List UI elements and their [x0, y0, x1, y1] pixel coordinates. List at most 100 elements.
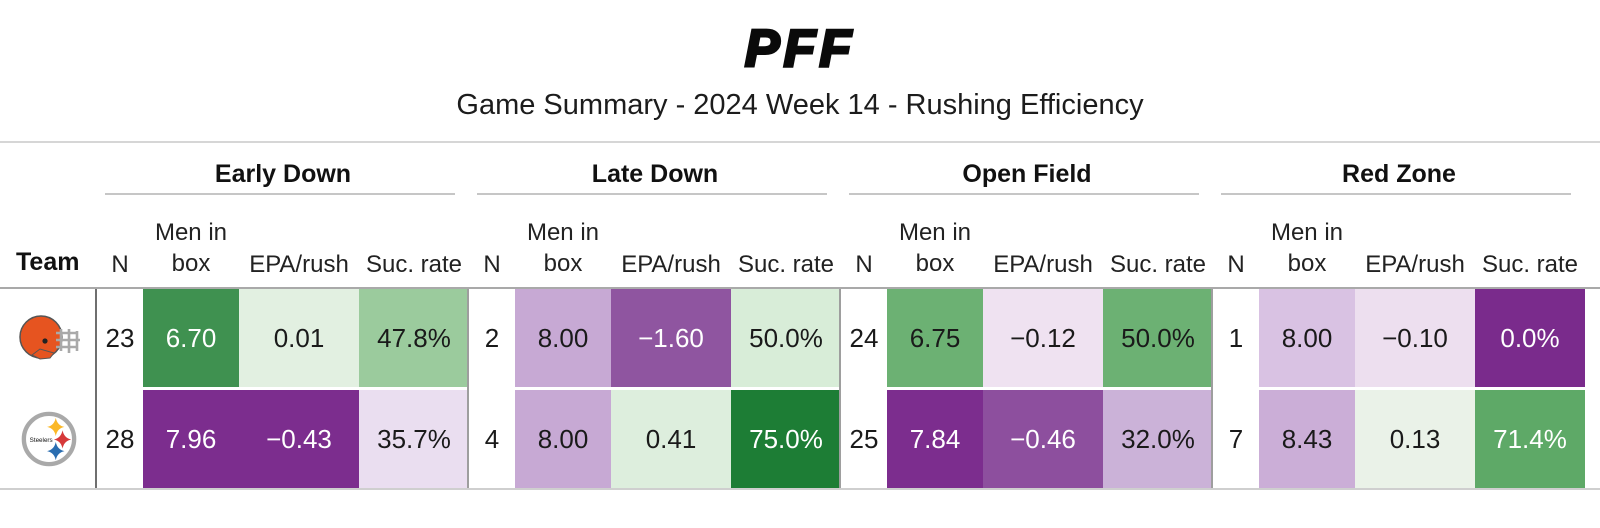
row-group-late-down: 2 8.00 −1.60 50.0% [469, 289, 841, 387]
top-divider [0, 141, 1600, 143]
cell-epa-rush: −0.12 [983, 289, 1103, 387]
group-header-red-zone: Red Zone N Men in box EPA/rush Suc. rate [1213, 143, 1585, 287]
cell-suc-rate: 50.0% [1103, 289, 1213, 387]
table-header: Team Early Down N Men in box EPA/rush Su… [0, 143, 1600, 287]
col-header-men-in-box: Men in box [1259, 217, 1355, 279]
col-header-n: N [483, 251, 501, 278]
cell-n: 1 [1213, 289, 1259, 387]
team-column-header: Team [16, 248, 80, 276]
cell-suc-rate: 71.4% [1475, 390, 1585, 488]
team-cell: Steelers [0, 390, 97, 488]
group-divider [467, 289, 469, 488]
team-cell [0, 289, 97, 387]
cell-men-in-box: 6.75 [887, 289, 983, 387]
men-in-box-line2: box [171, 250, 211, 277]
group-header-open-field: Open Field N Men in box EPA/rush Suc. ra… [841, 143, 1213, 287]
group-header-late-down: Late Down N Men in box EPA/rush Suc. rat… [469, 143, 841, 287]
cell-epa-rush: 0.41 [611, 390, 731, 488]
cell-men-in-box: 6.70 [143, 289, 239, 387]
men-in-box-line2: box [915, 250, 955, 277]
svg-text:Steelers: Steelers [29, 437, 52, 444]
group-underline [849, 193, 1199, 195]
cell-n: 7 [1213, 390, 1259, 488]
group-header-early-down: Early Down N Men in box EPA/rush Suc. ra… [97, 143, 469, 287]
cell-men-in-box: 8.43 [1259, 390, 1355, 488]
row-group-late-down: 4 8.00 0.41 75.0% [469, 390, 841, 488]
col-header-epa: EPA/rush [621, 251, 721, 278]
cell-suc-rate: 0.0% [1475, 289, 1585, 387]
col-header-n: N [1227, 251, 1245, 278]
steelers-logo-icon: Steelers [21, 411, 76, 467]
group-divider [839, 289, 841, 488]
cell-n: 4 [469, 390, 515, 488]
row-group-red-zone: 1 8.00 −0.10 0.0% [1213, 289, 1585, 387]
cell-suc-rate: 32.0% [1103, 390, 1213, 488]
cell-n: 23 [97, 289, 143, 387]
sub-headers: N Men in box EPA/rush Suc. rate [1213, 195, 1585, 287]
cell-n: 28 [97, 390, 143, 488]
sub-headers: N Men in box EPA/rush Suc. rate [469, 195, 841, 287]
table-row-browns: 23 6.70 0.01 47.8% 2 8.00 −1.60 50.0% 24… [0, 289, 1585, 387]
cell-n: 24 [841, 289, 887, 387]
cell-epa-rush: −0.46 [983, 390, 1103, 488]
group-title: Open Field [962, 160, 1092, 188]
cell-epa-rush: 0.13 [1355, 390, 1475, 488]
cell-suc-rate: 35.7% [359, 390, 469, 488]
col-header-epa: EPA/rush [1365, 251, 1465, 278]
group-underline [477, 193, 827, 195]
group-underline [1221, 193, 1571, 195]
cell-epa-rush: 0.01 [239, 289, 359, 387]
row-group-early-down: 28 7.96 −0.43 35.7% [97, 390, 469, 488]
cell-epa-rush: −1.60 [611, 289, 731, 387]
col-header-suc: Suc. rate [737, 251, 835, 278]
cell-suc-rate: 75.0% [731, 390, 841, 488]
col-header-epa: EPA/rush [249, 251, 349, 278]
col-header-men-in-box: Men in box [515, 217, 611, 279]
row-group-red-zone: 7 8.43 0.13 71.4% [1213, 390, 1585, 488]
cell-n: 25 [841, 390, 887, 488]
row-group-open-field: 25 7.84 −0.46 32.0% [841, 390, 1213, 488]
sub-headers: N Men in box EPA/rush Suc. rate [97, 195, 469, 287]
cell-men-in-box: 7.96 [143, 390, 239, 488]
group-underline [105, 193, 455, 195]
cell-men-in-box: 8.00 [1259, 289, 1355, 387]
col-header-n: N [111, 251, 129, 278]
col-header-suc: Suc. rate [365, 251, 463, 278]
col-header-n: N [855, 251, 873, 278]
men-in-box-line1: Men in [1270, 219, 1344, 246]
cell-n: 2 [469, 289, 515, 387]
row-group-open-field: 24 6.75 −0.12 50.0% [841, 289, 1213, 387]
cell-epa-rush: −0.43 [239, 390, 359, 488]
table-row-steelers: Steelers 28 7.96 −0.43 35.7% 4 8.00 0.41… [0, 390, 1585, 488]
table-body: 23 6.70 0.01 47.8% 2 8.00 −1.60 50.0% 24… [0, 287, 1600, 490]
cell-suc-rate: 50.0% [731, 289, 841, 387]
cell-men-in-box: 8.00 [515, 289, 611, 387]
group-title: Red Zone [1342, 160, 1456, 188]
cell-men-in-box: 8.00 [515, 390, 611, 488]
cell-men-in-box: 7.84 [887, 390, 983, 488]
group-title: Late Down [591, 160, 719, 188]
men-in-box-line1: Men in [526, 219, 600, 246]
pff-logo-icon: PFF [743, 19, 855, 80]
men-in-box-line1: Men in [898, 219, 972, 246]
col-header-suc: Suc. rate [1109, 251, 1207, 278]
men-in-box-line2: box [543, 250, 583, 277]
page-title: Game Summary - 2024 Week 14 - Rushing Ef… [456, 89, 1144, 121]
col-header-epa: EPA/rush [993, 251, 1093, 278]
col-header-men-in-box: Men in box [143, 217, 239, 279]
cell-suc-rate: 47.8% [359, 289, 469, 387]
browns-helmet-icon [18, 315, 80, 360]
row-group-early-down: 23 6.70 0.01 47.8% [97, 289, 469, 387]
pff-logo: PFF [0, 0, 1600, 84]
group-title: Early Down [214, 160, 352, 188]
col-header-men-in-box: Men in box [887, 217, 983, 279]
team-column-divider [95, 289, 97, 488]
men-in-box-line2: box [1287, 250, 1327, 277]
pff-logo-text: PFF [745, 20, 855, 78]
cell-epa-rush: −0.10 [1355, 289, 1475, 387]
col-header-suc: Suc. rate [1481, 251, 1579, 278]
sub-headers: N Men in box EPA/rush Suc. rate [841, 195, 1213, 287]
men-in-box-line1: Men in [154, 219, 228, 246]
group-divider [1211, 289, 1213, 488]
